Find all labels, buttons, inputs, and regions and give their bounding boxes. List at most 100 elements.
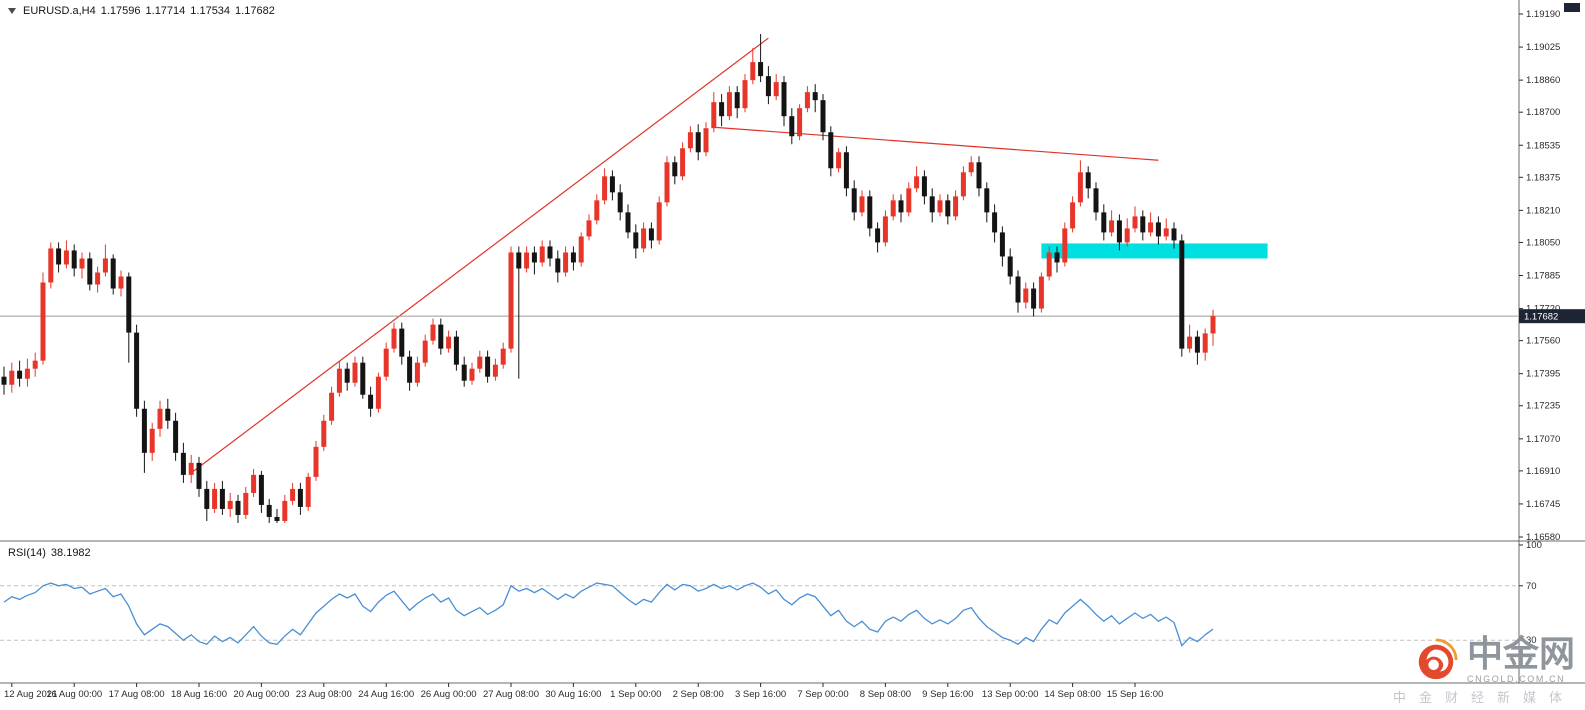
candle [1077, 160, 1083, 207]
candle [726, 86, 732, 121]
candle [422, 334, 428, 367]
candle [929, 188, 935, 223]
candle [40, 272, 46, 365]
candle [258, 470, 264, 513]
price-tick-label: 1.17070 [1526, 434, 1560, 445]
candle [102, 244, 108, 277]
candle [1124, 218, 1130, 247]
candle [742, 74, 748, 113]
time-tick-label: 7 Sep 00:00 [797, 689, 848, 700]
candle [1202, 328, 1208, 361]
time-tick-label: 9 Sep 16:00 [922, 689, 973, 700]
candle [375, 372, 381, 413]
candle [95, 266, 101, 293]
svg-text:1.17682: 1.17682 [1524, 312, 1558, 323]
candle [1023, 282, 1029, 309]
candle [1155, 216, 1161, 245]
candle [344, 362, 350, 391]
candle [890, 194, 896, 221]
candle [32, 352, 38, 377]
candle [477, 350, 483, 373]
candle [1171, 222, 1177, 249]
candle [680, 142, 686, 181]
current-price-marker: 1.17682 [1519, 309, 1585, 324]
time-tick-label: 1 Sep 00:00 [610, 689, 661, 700]
candle [594, 194, 600, 225]
candle [968, 156, 974, 177]
trendline [190, 37, 769, 474]
candle [126, 272, 132, 363]
candle [773, 74, 779, 101]
candle [625, 204, 631, 239]
candle [836, 148, 842, 173]
candle [664, 156, 670, 207]
price-tick-label: 1.17560 [1526, 336, 1560, 347]
time-tick-label: 3 Sep 16:00 [735, 689, 786, 700]
candle [672, 156, 678, 185]
candle [149, 422, 155, 461]
price-axis[interactable]: 1.19190 1.19025 1.18860 1.18700 1.18535 1.183… [1519, 9, 1560, 646]
candle [1062, 222, 1068, 267]
candle [118, 270, 124, 297]
candle [921, 170, 927, 205]
candle [352, 356, 358, 387]
candle [297, 482, 303, 515]
candle [851, 180, 857, 221]
price-tick-label: 1.18210 [1526, 205, 1560, 216]
candle [789, 108, 795, 145]
triangle-icon [8, 8, 16, 14]
candle [17, 360, 23, 387]
candle [24, 358, 30, 387]
rsi-tick-label: 100 [1526, 540, 1542, 551]
candle [383, 342, 389, 381]
price-tick-label: 1.16580 [1526, 532, 1560, 543]
candle [469, 362, 475, 385]
candle [656, 196, 662, 245]
candle [570, 246, 576, 271]
time-tick-label: 2 Sep 08:00 [673, 689, 724, 700]
candle [1179, 234, 1185, 357]
candle [430, 318, 436, 345]
candle [555, 250, 561, 283]
candle [485, 350, 491, 383]
candle [1046, 246, 1052, 281]
candle [687, 126, 693, 153]
candle [63, 240, 69, 269]
candle [492, 358, 498, 381]
candle [797, 104, 803, 141]
candle [1038, 272, 1044, 313]
candle [1194, 330, 1200, 365]
candle [617, 184, 623, 221]
candle [1132, 206, 1138, 233]
price-tick-label: 1.16745 [1526, 499, 1560, 510]
candle [578, 232, 584, 267]
watermark-tagline: 中金财经新媒体 [1392, 690, 1575, 705]
price-tick-label: 1.17395 [1526, 369, 1560, 380]
candle [711, 92, 717, 133]
candle [87, 252, 93, 291]
candle [953, 190, 959, 221]
candle [110, 254, 116, 295]
candle [282, 494, 288, 523]
rsi-name: RSI(14) [8, 547, 46, 559]
candle [867, 190, 873, 237]
candles [1, 34, 1216, 523]
candle [500, 342, 506, 369]
candle [368, 386, 374, 417]
ohlc-close: 1.17682 [235, 5, 275, 17]
time-tick-label: 17 Aug 08:00 [109, 689, 165, 700]
candle [461, 356, 467, 387]
candle [360, 356, 366, 399]
candle [1054, 246, 1060, 273]
price-tick-label: 1.19190 [1526, 9, 1560, 20]
candle [56, 242, 62, 273]
candle [859, 190, 865, 217]
ohlc-open: 1.17596 [100, 5, 141, 17]
candle [524, 246, 530, 273]
candle [1, 366, 7, 395]
candle [305, 472, 311, 511]
candle [882, 210, 888, 247]
price-tick-label: 1.18860 [1526, 75, 1560, 86]
